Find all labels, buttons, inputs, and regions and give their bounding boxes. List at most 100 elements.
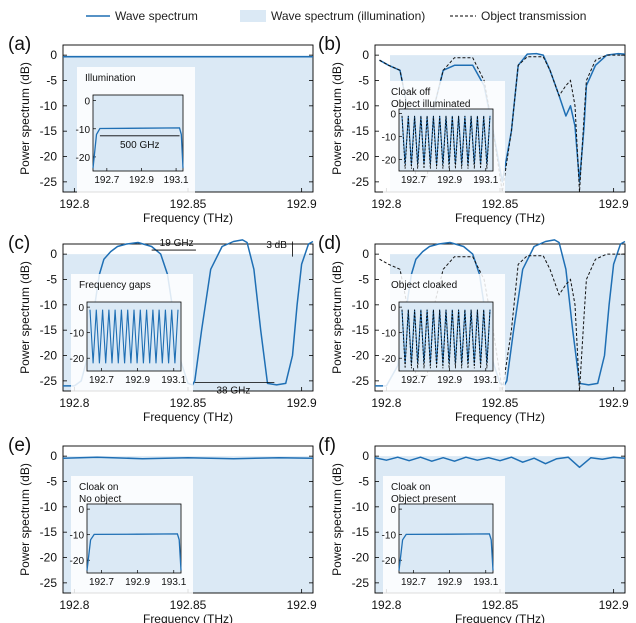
x-axis-label: Frequency (THz) (455, 410, 545, 424)
x-tick-label: 192.8 (59, 396, 89, 410)
inset-y-tick-label: -20 (76, 153, 91, 164)
inset-x-tick-label: 192.9 (125, 375, 150, 386)
x-tick-label: 192.8 (371, 396, 401, 410)
y-tick-label: -10 (352, 99, 370, 113)
inset-y-tick-label: -20 (382, 156, 397, 167)
panel-letter: (e) (8, 435, 31, 456)
legend-swatch-illumination (240, 10, 266, 22)
inset-title: Cloak on (391, 482, 430, 493)
y-tick-label: 0 (362, 48, 369, 62)
inset: 0 -10 -20 192.7 192.9 193.1 Object cloaked (382, 274, 505, 393)
inset-x-tick-label: 192.7 (401, 577, 426, 588)
y-tick-label: -15 (352, 124, 370, 138)
panel-letter: (c) (8, 233, 30, 254)
x-tick-label: 192.9 (287, 396, 317, 410)
y-tick-label: -5 (358, 474, 369, 488)
y-tick-label: -15 (352, 525, 370, 539)
inset-x-tick-label: 192.9 (437, 175, 462, 186)
inset-frame (398, 503, 494, 574)
y-tick-label: -20 (352, 551, 370, 565)
inset-subtitle: Object present (391, 494, 456, 505)
y-tick-label: -15 (40, 323, 58, 337)
x-tick-label: 192.8 (59, 197, 89, 211)
x-tick-label: 192.85 (482, 598, 519, 612)
inset-series (86, 533, 182, 571)
inset-x-tick-label: 192.9 (125, 577, 150, 588)
inset-x-tick-label: 193.1 (164, 175, 189, 186)
inset-x-tick-label: 193.1 (161, 375, 186, 386)
annotation-38ghz: 38 GHz (217, 385, 251, 396)
x-tick-label: 192.85 (170, 598, 207, 612)
y-axis-label: Power spectrum (dB) (18, 261, 32, 374)
y-axis-label: Power spectrum (dB) (330, 463, 344, 576)
panel-letter: (d) (318, 233, 341, 254)
inset-x-tick-label: 192.7 (89, 375, 114, 386)
panel-letter: (a) (8, 34, 31, 55)
legend: Wave spectrum Wave spectrum (illumination… (86, 9, 586, 23)
inset-frame (92, 94, 184, 172)
inset-comb-series (89, 309, 179, 364)
y-tick-label: -25 (40, 175, 58, 189)
y-axis-label: Power spectrum (dB) (330, 261, 344, 374)
y-tick-label: -5 (358, 272, 369, 286)
inset-y-tick-label: 0 (78, 505, 84, 516)
y-tick-label: 0 (362, 247, 369, 261)
inset-x-tick-label: 192.7 (401, 175, 426, 186)
inset-x-tick-label: 192.9 (437, 577, 462, 588)
y-tick-label: -20 (40, 349, 58, 363)
x-tick-label: 192.9 (599, 197, 629, 211)
inset-x-tick-label: 193.1 (473, 375, 498, 386)
inset-x-tick-label: 193.1 (161, 577, 186, 588)
inset-series (92, 127, 184, 169)
x-axis-label: Frequency (THz) (143, 211, 233, 225)
x-axis-label: Frequency (THz) (143, 612, 233, 623)
y-axis-label: Power spectrum (dB) (18, 62, 32, 175)
y-tick-label: -5 (46, 474, 57, 488)
y-axis-label: Power spectrum (dB) (18, 463, 32, 576)
legend-label-wave: Wave spectrum (115, 9, 198, 23)
y-tick-label: -25 (40, 576, 58, 590)
inset-title: Cloak off (391, 87, 431, 98)
inset-object-series (401, 309, 491, 369)
annotation-3db: 3 dB (266, 240, 287, 251)
inset-x-tick-label: 193.1 (473, 175, 498, 186)
x-axis-label: Frequency (THz) (455, 612, 545, 623)
series-wave-spectrum (374, 456, 626, 469)
x-tick-label: 192.85 (170, 396, 207, 410)
y-tick-label: -20 (40, 551, 58, 565)
annotation-19ghz: 19 GHz (160, 238, 194, 249)
y-tick-label: -15 (352, 323, 370, 337)
inset-y-tick-label: -10 (70, 531, 85, 542)
inset-y-tick-label: -10 (382, 133, 397, 144)
inset-x-tick-label: 192.7 (401, 375, 426, 386)
inset-y-tick-label: 0 (390, 505, 396, 516)
y-tick-label: -25 (40, 374, 58, 388)
inset-object-series (401, 115, 491, 169)
panel-letter: (b) (318, 34, 341, 55)
inset-x-tick-label: 192.9 (129, 175, 154, 186)
inset-x-tick-label: 193.1 (473, 577, 498, 588)
inset-subtitle: No object (79, 494, 121, 505)
y-tick-label: -10 (40, 298, 58, 312)
y-tick-label: -20 (40, 150, 58, 164)
y-tick-label: -10 (40, 99, 58, 113)
inset-subtitle: Object illuminated (391, 99, 470, 110)
x-tick-label: 192.9 (287, 197, 317, 211)
inset-y-tick-label: -20 (382, 354, 397, 365)
y-axis-label: Power spectrum (dB) (330, 62, 344, 175)
x-tick-label: 192.8 (59, 598, 89, 612)
inset-title: Cloak on (79, 482, 118, 493)
inset-y-tick-label: -20 (70, 354, 85, 365)
y-tick-label: -25 (352, 576, 370, 590)
x-tick-label: 192.85 (170, 197, 207, 211)
y-tick-label: -15 (40, 124, 58, 138)
inset-y-tick-label: -10 (76, 125, 91, 136)
x-tick-label: 192.9 (599, 598, 629, 612)
y-tick-label: -10 (352, 298, 370, 312)
